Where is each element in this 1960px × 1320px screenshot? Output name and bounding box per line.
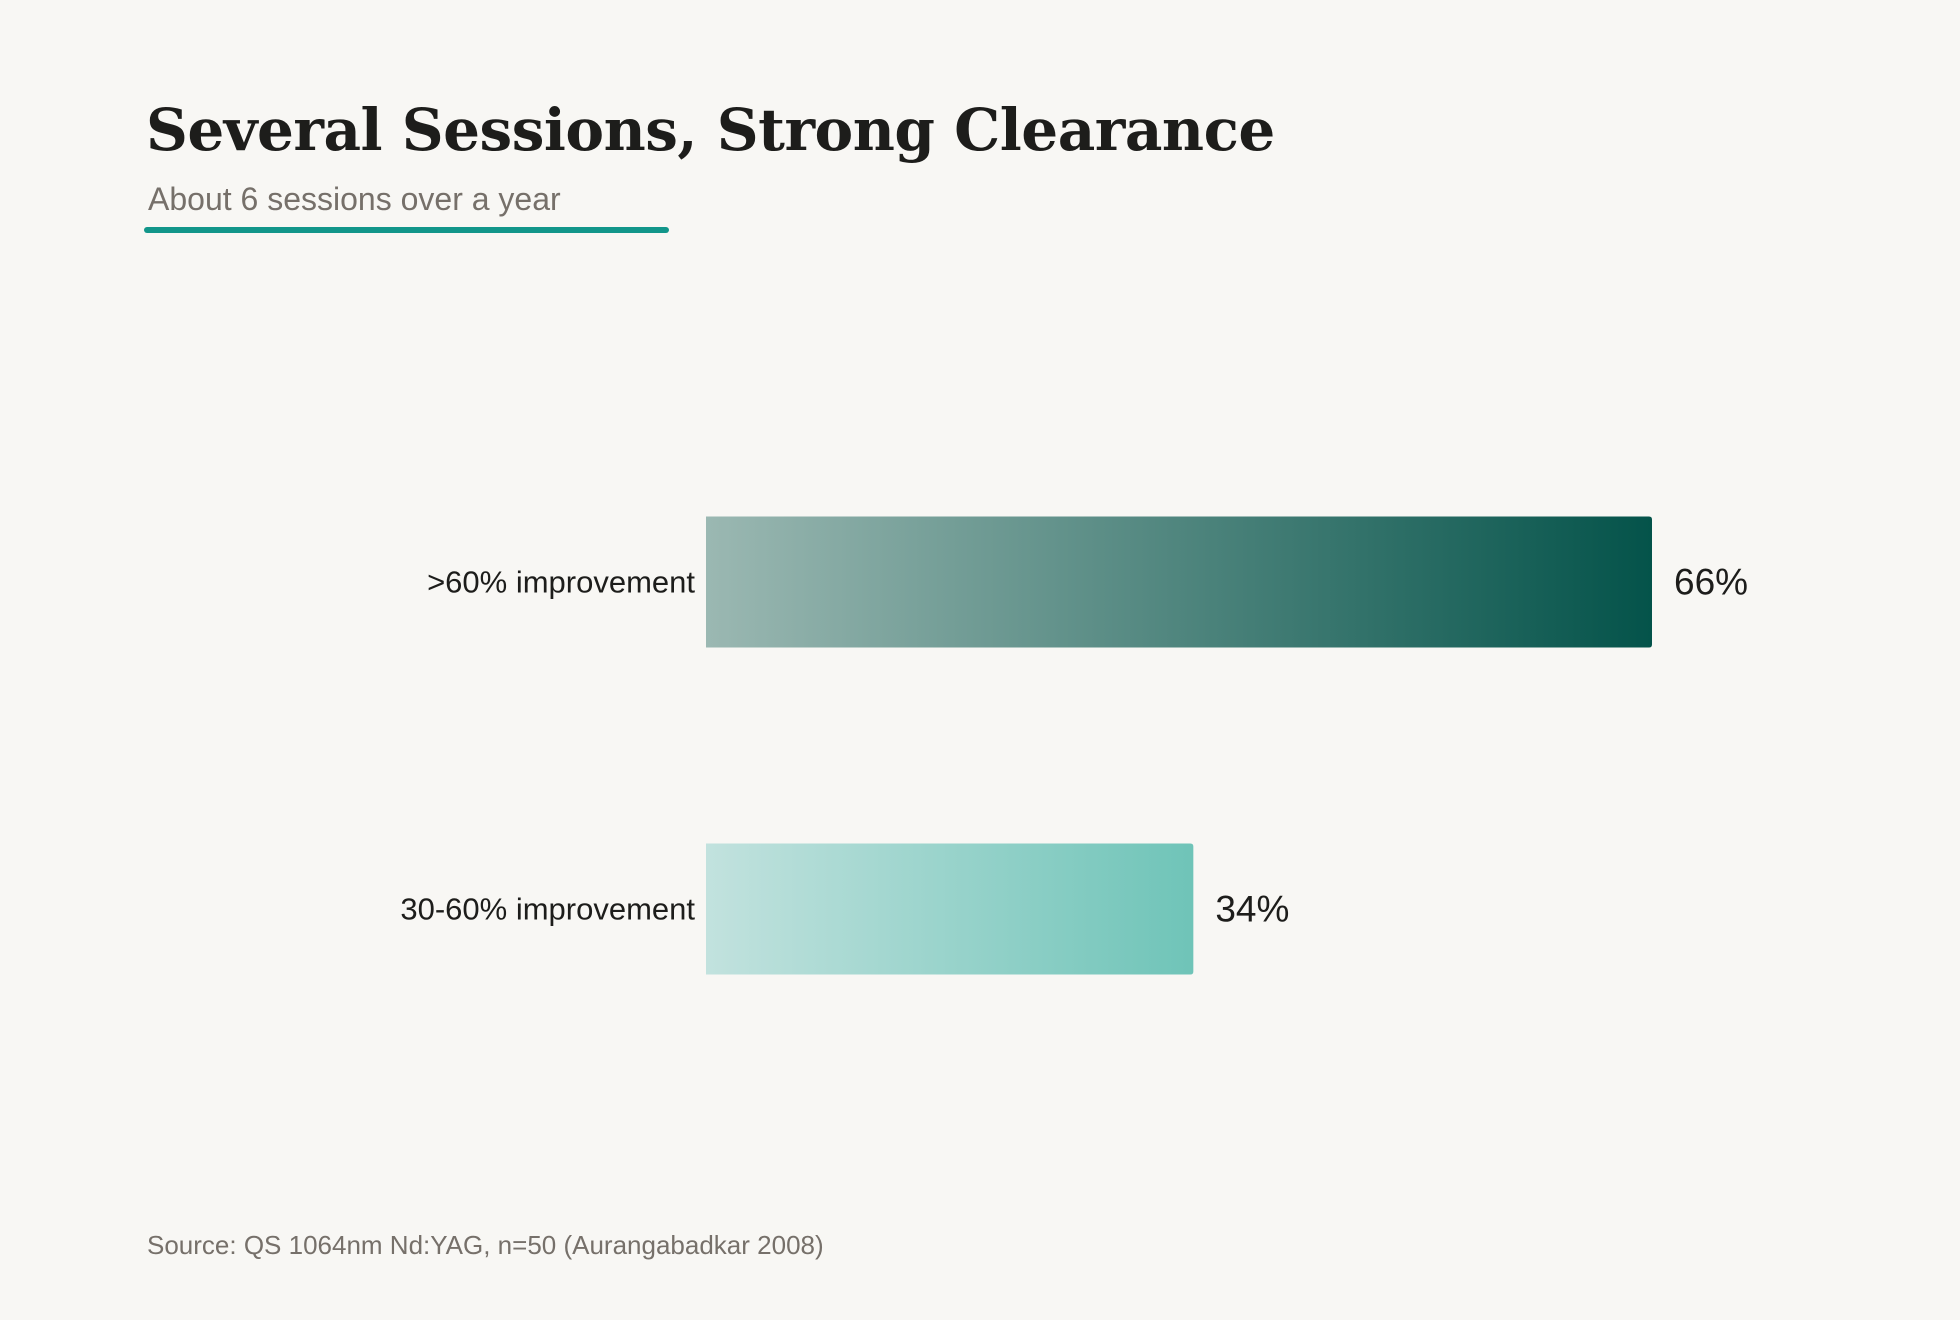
value-label-0: 66%: [1674, 562, 1748, 603]
bars-group: >60% improvement 66% 30-60% improvement 34%: [400, 516, 1748, 975]
bar-1: [706, 843, 1194, 975]
category-label-0: >60% improvement: [427, 565, 695, 600]
source-note: Source: QS 1064nm Nd:YAG, n=50 (Aurangab…: [147, 1230, 824, 1260]
category-label-1: 30-60% improvement: [400, 892, 695, 927]
title-underline: [144, 227, 669, 233]
value-label-1: 34%: [1215, 889, 1289, 930]
chart-title: Several Sessions, Strong Clearance: [146, 96, 1275, 164]
bar-0: [706, 516, 1652, 648]
chart-subtitle: About 6 sessions over a year: [148, 181, 561, 217]
